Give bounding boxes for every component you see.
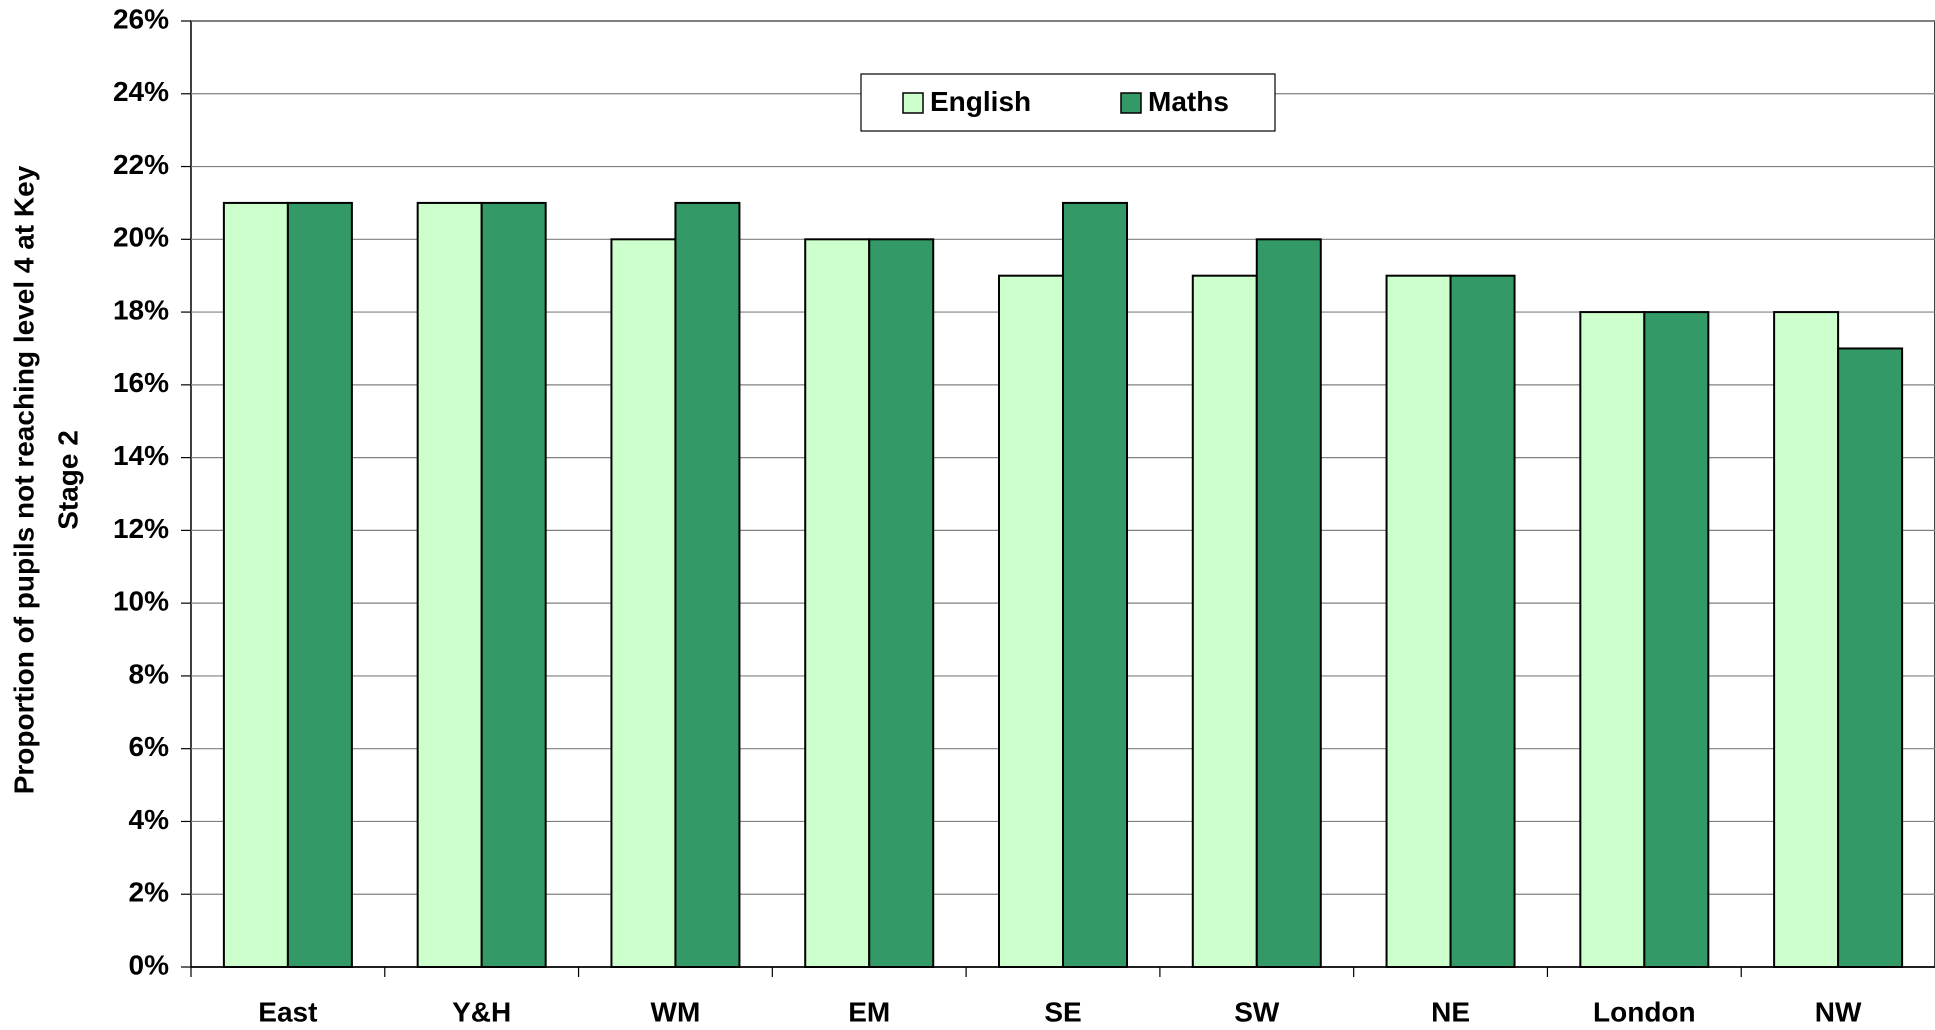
x-tick-label: Y&H <box>452 996 511 1027</box>
bar <box>286 201 353 968</box>
y-tick-label: 2% <box>129 877 170 908</box>
bar <box>868 238 935 969</box>
x-tick-label: WM <box>651 996 701 1027</box>
y-tick-label: 8% <box>129 658 170 689</box>
y-axis-label: Stage 2 <box>52 430 83 530</box>
y-tick-label: 18% <box>113 294 169 325</box>
legend-label: Maths <box>1148 86 1229 117</box>
bar <box>1773 311 1840 969</box>
bar <box>1837 347 1904 968</box>
x-tick-label: SW <box>1234 996 1280 1027</box>
y-tick-label: 26% <box>113 3 169 34</box>
x-tick-label: East <box>258 996 317 1027</box>
y-tick-label: 22% <box>113 149 169 180</box>
bar <box>480 201 547 968</box>
x-tick-label: SE <box>1044 996 1081 1027</box>
y-tick-label: 6% <box>129 731 170 762</box>
legend-label: English <box>930 86 1031 117</box>
legend-swatch <box>1120 92 1142 114</box>
y-tick-label: 10% <box>113 586 169 617</box>
legend-box <box>860 73 1276 132</box>
bar <box>1255 238 1322 969</box>
x-tick-label: NW <box>1815 996 1862 1027</box>
bar <box>416 201 483 968</box>
bar <box>804 238 871 969</box>
bar <box>1385 274 1452 968</box>
bar <box>610 238 677 969</box>
y-tick-label: 16% <box>113 367 169 398</box>
y-tick-label: 4% <box>129 804 170 835</box>
x-tick-label: EM <box>848 996 890 1027</box>
bar <box>222 201 289 968</box>
bar <box>998 274 1064 968</box>
y-tick-label: 0% <box>129 949 170 980</box>
bar <box>1449 274 1516 968</box>
x-tick-label: NE <box>1431 996 1470 1027</box>
bar <box>1191 274 1258 968</box>
y-tick-label: 24% <box>113 76 169 107</box>
y-tick-label: 14% <box>113 440 169 471</box>
bar <box>1579 311 1646 969</box>
bar <box>1643 311 1710 969</box>
legend-swatch <box>902 92 924 114</box>
bar <box>1062 201 1128 968</box>
y-axis-label: Proportion of pupils not reaching level … <box>8 165 39 794</box>
y-tick-label: 20% <box>113 222 169 253</box>
y-tick-label: 12% <box>113 513 169 544</box>
bar <box>674 201 741 968</box>
x-tick-label: London <box>1593 996 1696 1027</box>
